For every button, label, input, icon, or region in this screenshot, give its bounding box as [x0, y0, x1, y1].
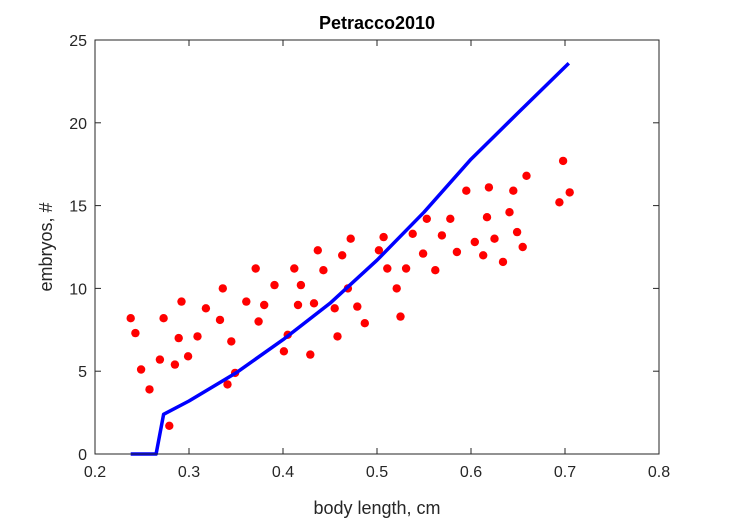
data-point [201, 304, 211, 313]
data-point [306, 350, 315, 359]
y-tick-label: 15 [69, 199, 87, 216]
data-point [522, 171, 531, 180]
data-point [270, 280, 279, 290]
data-point [505, 208, 514, 217]
data-point [159, 314, 168, 323]
data-point [254, 317, 263, 326]
data-point [490, 234, 499, 243]
data-point [170, 360, 180, 369]
data-point [177, 297, 186, 306]
data-point [418, 249, 428, 258]
x-axis-label: body length, cm [313, 498, 440, 518]
data-point [565, 188, 574, 197]
data-point [136, 365, 146, 374]
data-point [218, 284, 227, 293]
data-point [452, 247, 462, 257]
data-point [330, 304, 339, 313]
data-point [470, 237, 479, 247]
data-point [431, 266, 440, 275]
x-tick-label: 0.8 [648, 464, 670, 481]
data-point [555, 198, 564, 207]
data-point [242, 297, 251, 306]
data-point [260, 300, 269, 310]
y-tick-label: 5 [78, 364, 87, 381]
data-point [309, 299, 319, 308]
data-point [396, 312, 405, 321]
data-point [131, 328, 140, 338]
data-point [333, 332, 342, 341]
data-point [353, 302, 362, 311]
x-tick-label: 0.6 [460, 464, 482, 481]
data-point [484, 183, 494, 192]
data-point [183, 352, 193, 361]
data-point [408, 229, 417, 238]
data-point [518, 242, 527, 252]
data-point [293, 300, 303, 310]
x-tick-label: 0.5 [366, 464, 388, 481]
data-point [338, 251, 347, 260]
data-point [145, 385, 154, 394]
data-point [319, 266, 328, 275]
data-point [223, 380, 232, 389]
data-point [512, 227, 522, 237]
x-tick-label: 0.4 [272, 464, 294, 481]
data-point [422, 214, 431, 223]
data-point [446, 214, 455, 223]
data-marks [126, 61, 574, 456]
chart-title: Petracco2010 [319, 13, 435, 33]
y-tick-label: 0 [78, 447, 87, 464]
data-point [437, 231, 447, 240]
y-axis-ticks: 0 5 10 15 20 25 [69, 33, 659, 464]
data-point [126, 314, 135, 323]
x-tick-label: 0.7 [554, 464, 576, 481]
data-point [509, 186, 518, 195]
data-point [155, 355, 165, 364]
data-point [401, 264, 411, 273]
data-point [279, 347, 289, 356]
data-point [215, 315, 225, 325]
y-tick-label: 20 [69, 116, 87, 133]
data-point [462, 186, 471, 195]
data-point [346, 234, 355, 243]
data-point [482, 213, 492, 222]
y-tick-label: 25 [69, 33, 87, 50]
x-tick-label: 0.3 [178, 464, 200, 481]
y-axis-label: embryos, # [36, 202, 56, 291]
data-point [165, 421, 174, 430]
data-point [174, 333, 183, 343]
data-point [558, 156, 568, 166]
data-point [374, 246, 384, 255]
data-point [379, 232, 388, 242]
fitted-curve-line [130, 61, 571, 456]
data-point [498, 257, 508, 267]
data-point [290, 264, 299, 273]
data-point [313, 246, 322, 255]
data-point [360, 319, 369, 328]
x-axis-ticks: 0.2 0.3 0.4 0.5 0.6 0.7 0.8 [84, 40, 670, 481]
data-point [251, 264, 260, 273]
x-tick-label: 0.2 [84, 464, 106, 481]
data-point [479, 251, 488, 260]
data-point [193, 332, 202, 341]
data-point [227, 337, 236, 346]
data-point [392, 284, 401, 293]
y-tick-label: 10 [69, 281, 87, 298]
data-point [296, 280, 306, 290]
data-point [383, 264, 392, 273]
